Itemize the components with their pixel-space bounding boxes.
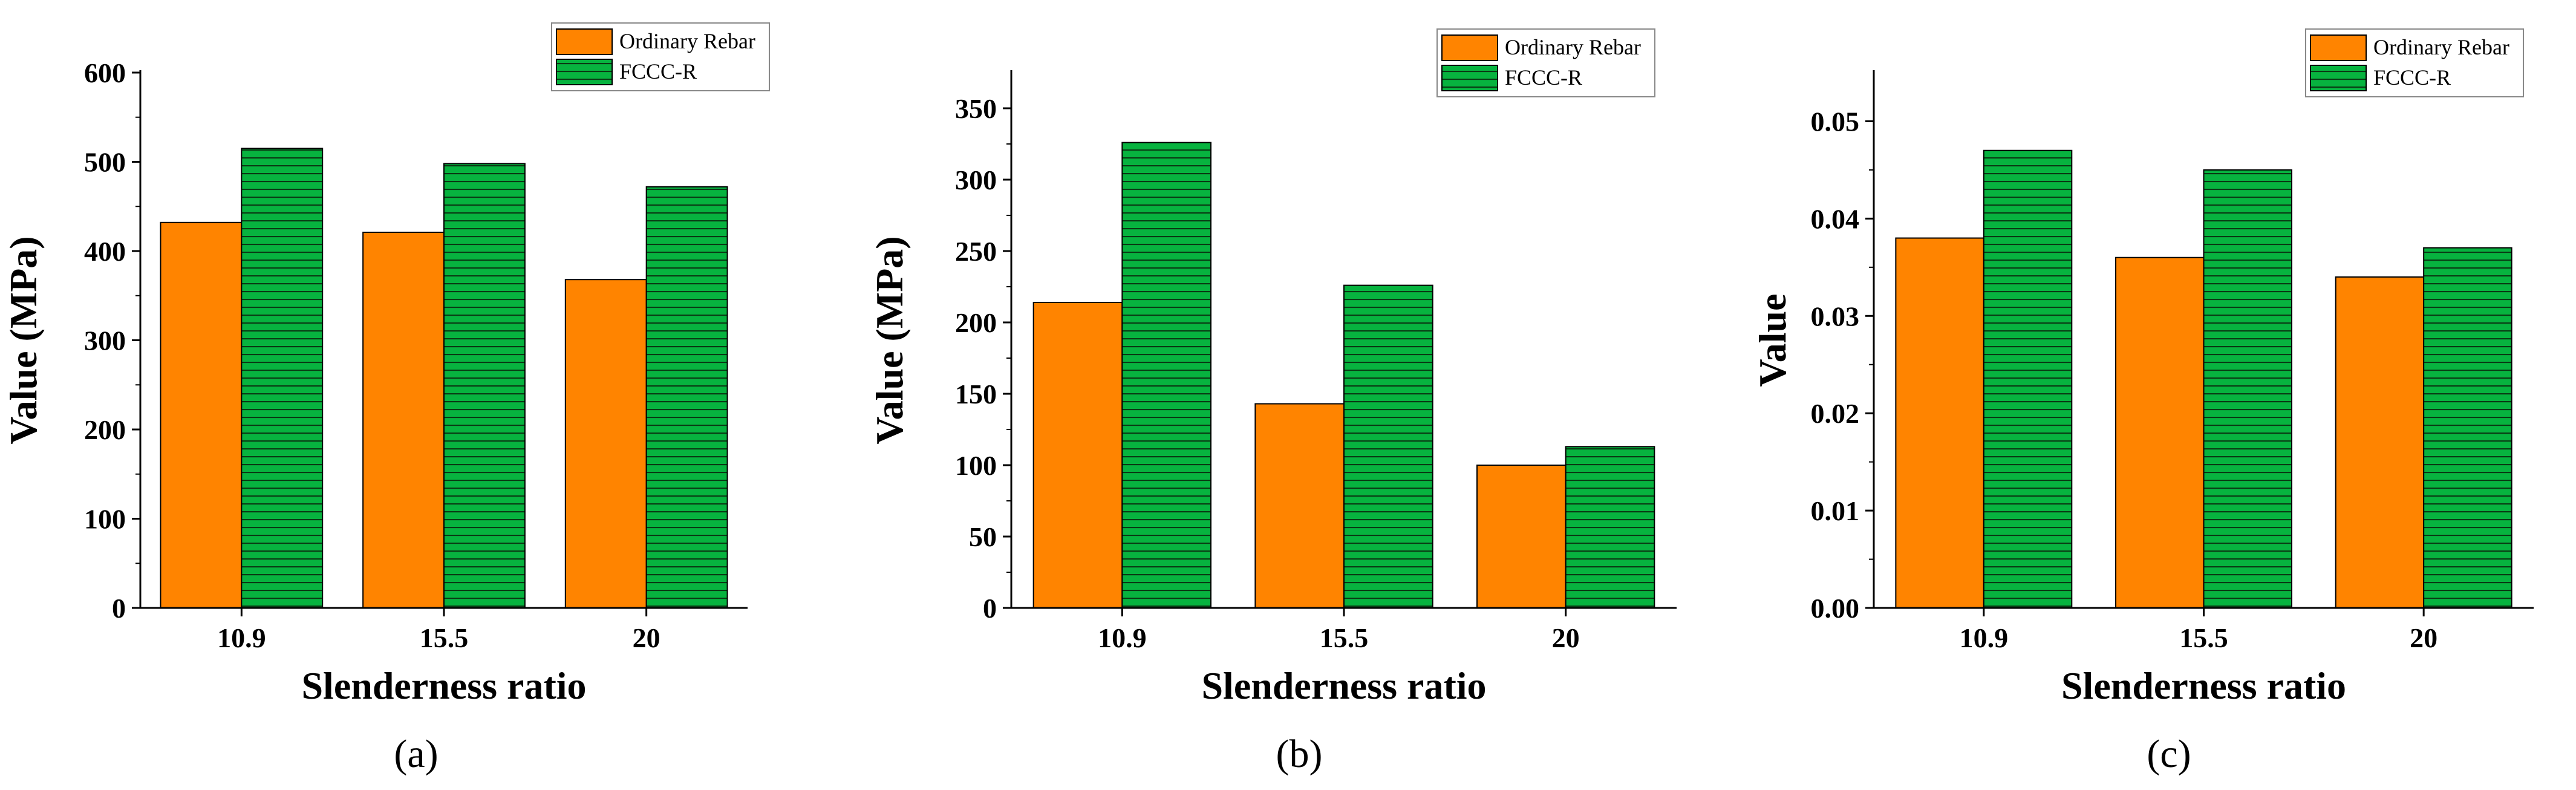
chart-panel-2: 10.9 15.5 20050100150200250300350Slenderne… <box>868 28 1677 776</box>
x-tick-label: 10.9 <box>217 622 266 653</box>
chart-panel-3: 10.9 15.5 20 0.00 0.01 0.02 0.03 0.04 0.05 Slende… <box>1751 28 2534 776</box>
y-axis-title: Value <box>1751 293 1794 387</box>
bar-fccc-r-2 <box>2423 247 2512 609</box>
bar-fccc-r-1 <box>2203 169 2292 609</box>
bar-fccc-r-0 <box>1983 149 2073 609</box>
legend-label: Ordinary Rebar <box>619 29 755 53</box>
y-tick-label: 350 <box>955 93 997 124</box>
x-tick-label: 15.5 <box>2179 622 2228 653</box>
bar-ordinary-rebar-1 <box>362 232 445 609</box>
legend: Ordinary Rebar FCCC-R <box>551 22 770 91</box>
legend: Ordinary Rebar FCCC-R <box>1436 28 1655 97</box>
x-tick-label: 20 <box>633 622 660 653</box>
y-tick-label: 200 <box>84 414 126 445</box>
bar-ordinary-rebar-2 <box>564 279 647 609</box>
legend-label: FCCC-R <box>2373 65 2451 90</box>
bar-fccc-r-1 <box>443 163 526 609</box>
y-axis-title: Value (MPa) <box>868 236 911 444</box>
x-tick-label: 20 <box>1552 622 1580 653</box>
y-tick-label: 500 <box>84 147 126 178</box>
y-tick-label: 0.03 <box>1811 301 1860 331</box>
bar-ordinary-rebar-2 <box>1476 465 1567 609</box>
y-tick-label: 0.01 <box>1811 495 1860 526</box>
x-axis-title: Slenderness ratio <box>301 664 586 707</box>
bar-fccc-r-0 <box>241 148 324 609</box>
legend-swatch-fccc-r <box>2310 65 2367 91</box>
y-tick-label: 0.05 <box>1811 106 1860 137</box>
y-tick-label: 0 <box>112 593 126 624</box>
legend-swatch-ordinary-rebar <box>2310 34 2367 61</box>
y-tick-label: 100 <box>955 450 997 481</box>
legend: Ordinary Rebar FCCC-R <box>2305 28 2524 97</box>
x-axis-title: Slenderness ratio <box>2061 664 2346 707</box>
y-tick-label: 100 <box>84 504 126 535</box>
y-tick-label: 250 <box>955 236 997 267</box>
panel-label: (c) <box>2147 732 2191 776</box>
legend-swatch-fccc-r <box>1441 65 1498 91</box>
y-tick-label: 400 <box>84 236 126 267</box>
y-tick-label: 150 <box>955 379 997 410</box>
legend-swatch-ordinary-rebar <box>556 28 613 55</box>
y-axis-title: Value (MPa) <box>2 236 45 444</box>
legend-label: FCCC-R <box>619 59 697 83</box>
y-tick-label: 0 <box>983 593 997 624</box>
x-tick-label: 10.9 <box>1098 622 1147 653</box>
x-tick-label: 15.5 <box>1320 622 1369 653</box>
legend-swatch-ordinary-rebar <box>1441 34 1498 61</box>
bar-fccc-r-2 <box>1565 446 1655 609</box>
y-tick-label: 0.02 <box>1811 398 1860 429</box>
bar-ordinary-rebar-0 <box>1895 237 1984 609</box>
bar-ordinary-rebar-1 <box>1254 403 1345 609</box>
bar-ordinary-rebar-0 <box>160 221 243 609</box>
x-tick-label: 20 <box>2410 622 2437 653</box>
chart-panel-1: 10.9 15.5 200100200300400500600Slenderness… <box>2 22 770 776</box>
x-tick-label: 15.5 <box>420 622 469 653</box>
y-tick-label: 300 <box>955 165 997 195</box>
legend-label: Ordinary Rebar <box>2373 35 2509 59</box>
legend-label: FCCC-R <box>1505 65 1582 90</box>
legend-swatch-fccc-r <box>556 59 613 85</box>
x-tick-label: 10.9 <box>1960 622 2009 653</box>
bar-fccc-r-1 <box>1343 284 1433 609</box>
y-tick-label: 0.00 <box>1811 593 1860 624</box>
y-tick-label: 300 <box>84 325 126 356</box>
y-tick-label: 0.04 <box>1811 203 1860 234</box>
panel-label: (b) <box>1276 732 1323 776</box>
y-tick-label: 50 <box>969 521 997 552</box>
y-tick-label: 600 <box>84 57 126 88</box>
bar-ordinary-rebar-1 <box>2115 256 2205 609</box>
y-tick-label: 200 <box>955 307 997 338</box>
bar-fccc-r-2 <box>645 186 728 609</box>
legend-label: Ordinary Rebar <box>1505 35 1641 59</box>
x-axis-title: Slenderness ratio <box>1201 664 1486 707</box>
bar-fccc-r-0 <box>1121 142 1212 609</box>
bar-ordinary-rebar-0 <box>1032 301 1123 609</box>
bar-ordinary-rebar-2 <box>2335 276 2425 609</box>
panel-label: (a) <box>394 732 438 776</box>
